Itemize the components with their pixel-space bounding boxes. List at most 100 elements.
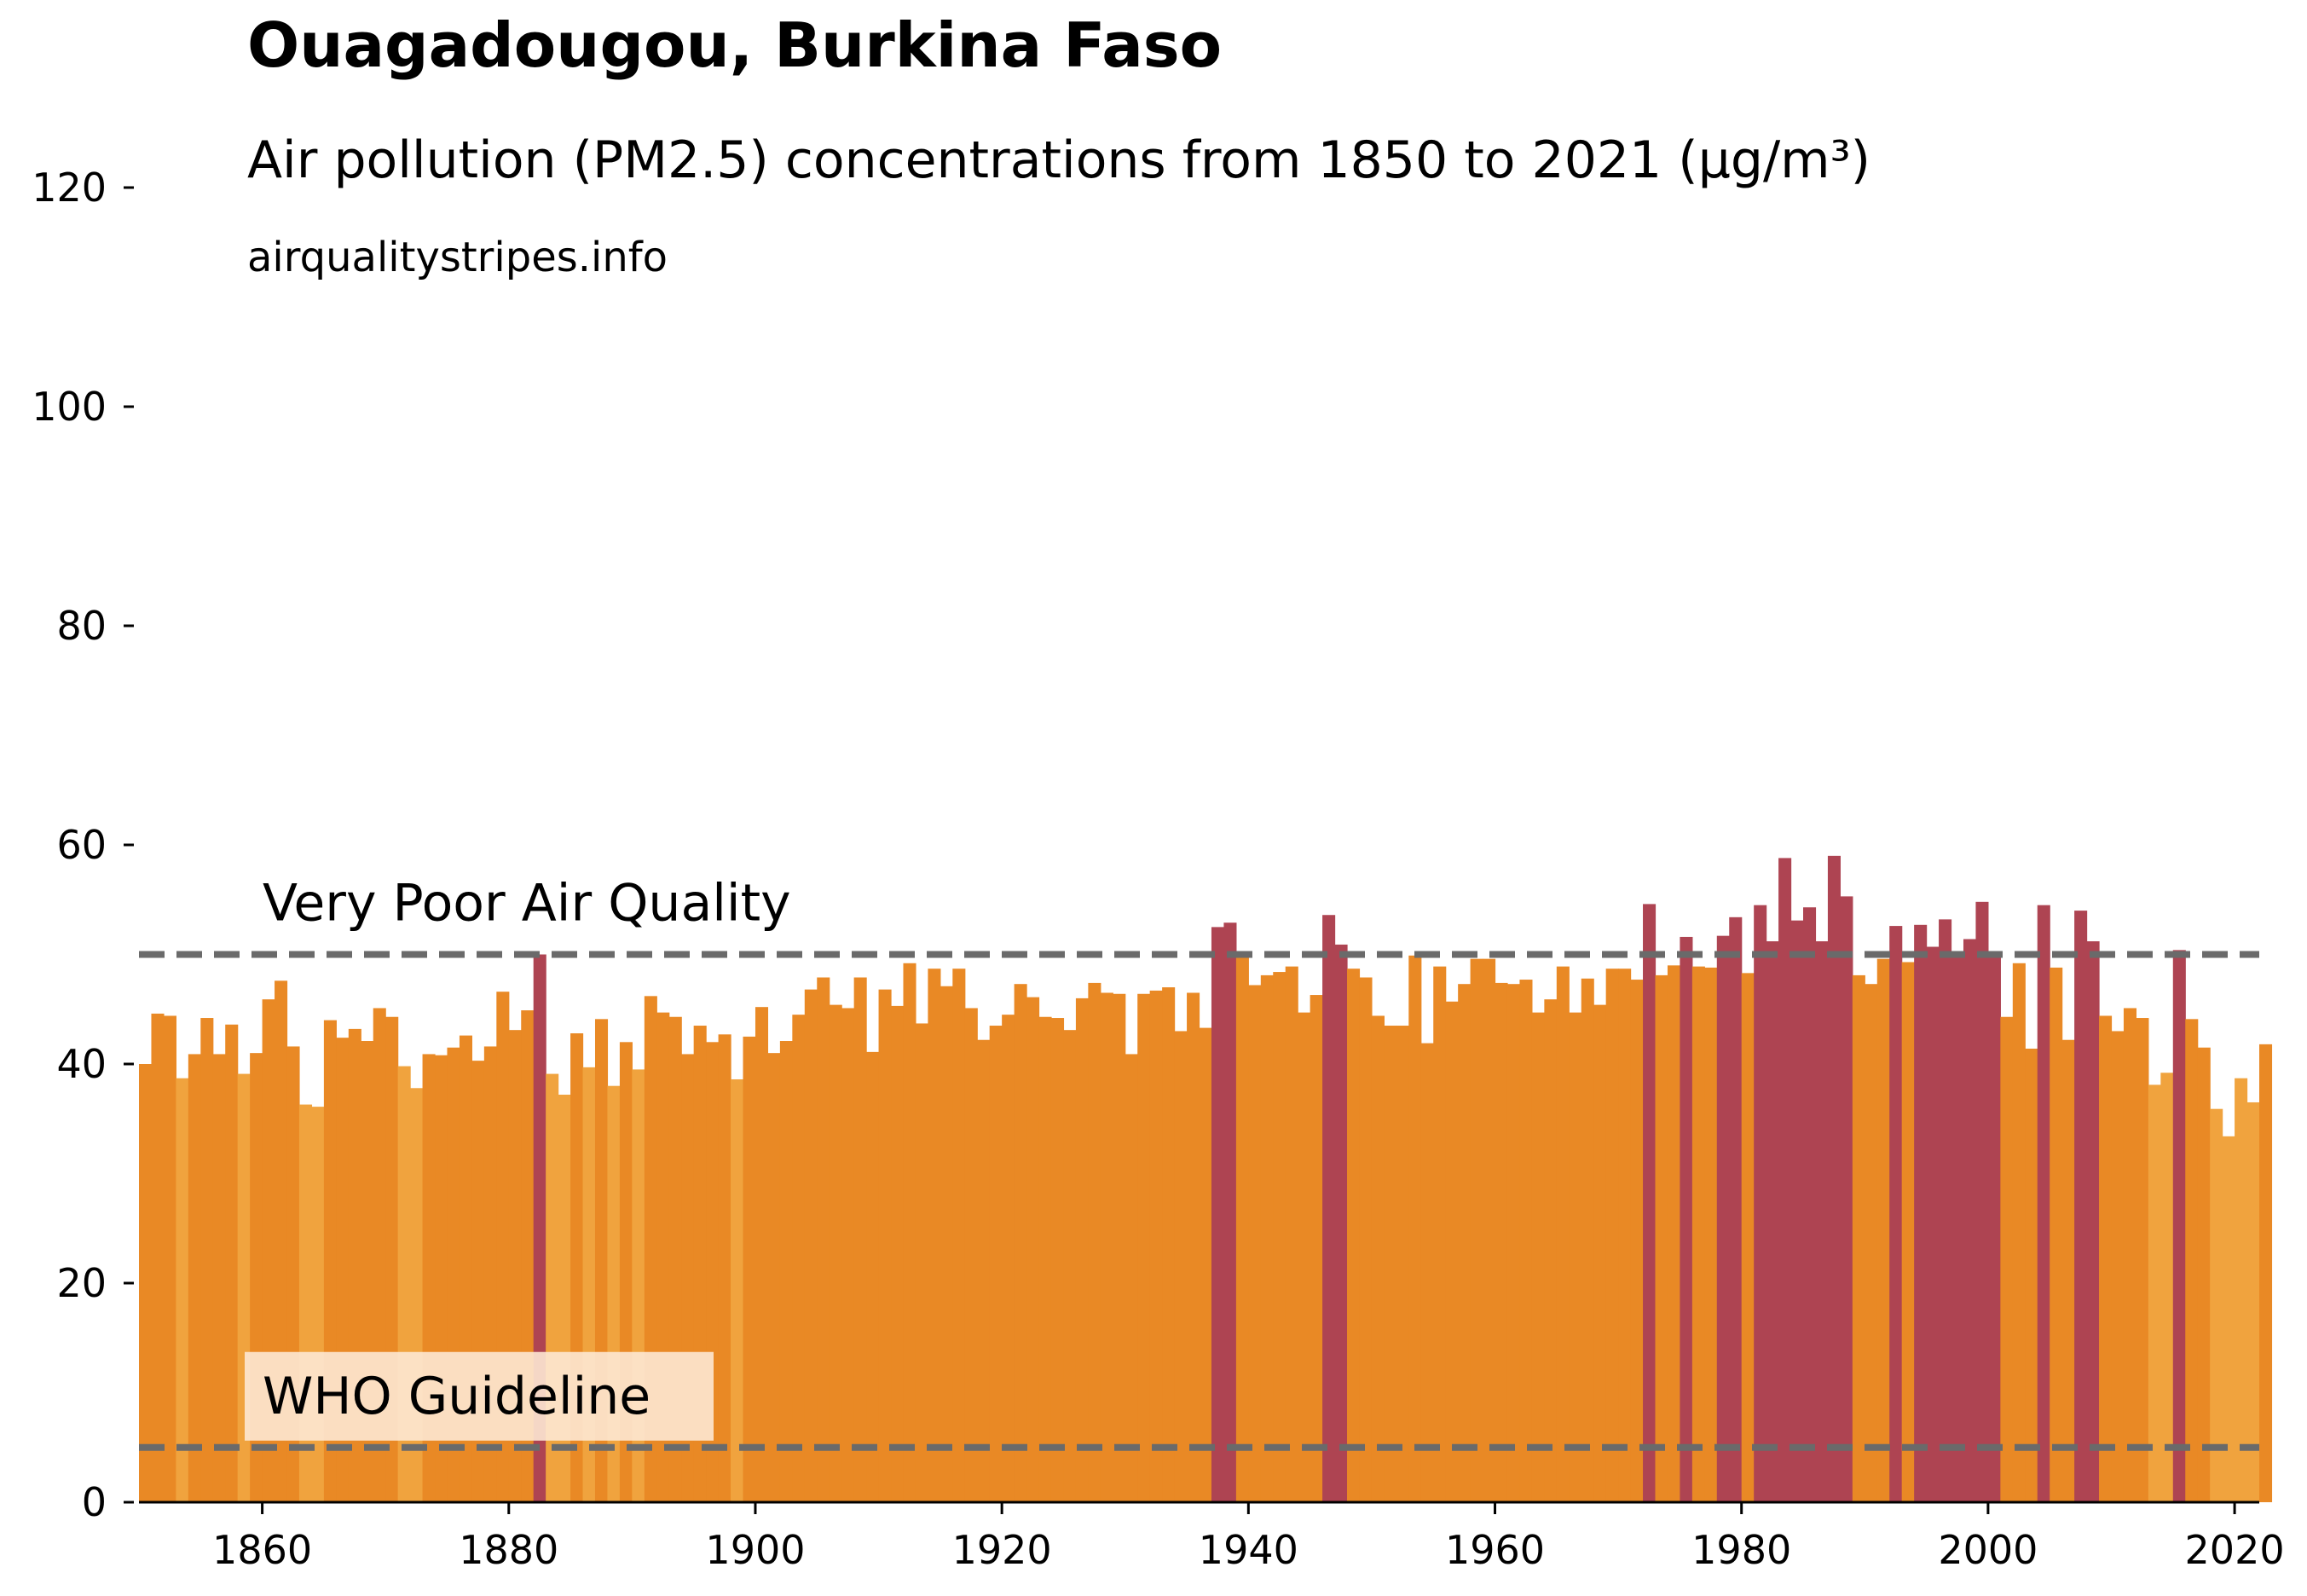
y-axis: 0 20 40 60 80 100 120 xyxy=(32,165,134,1525)
bar-1940 xyxy=(1248,985,1262,1502)
bar-1900 xyxy=(755,1007,769,1502)
bar-2006 xyxy=(2061,1039,2075,1502)
bar-1931 xyxy=(1137,993,1151,1502)
bar-2008 xyxy=(2086,941,2100,1502)
bar-2018 xyxy=(2210,1108,2223,1502)
y-tick-label-40: 40 xyxy=(56,1041,107,1087)
x-tick-label-2020: 2020 xyxy=(2185,1527,2285,1573)
bar-1898 xyxy=(731,1078,744,1502)
chart-title: Ouagadougou, Burkina Faso xyxy=(247,9,1222,81)
bar-1941 xyxy=(1260,974,1274,1502)
bar-1911 xyxy=(891,1005,905,1502)
bar-1901 xyxy=(767,1053,781,1502)
bar-1915 xyxy=(940,986,953,1502)
bar-1953 xyxy=(1408,955,1422,1502)
bar-2010 xyxy=(2111,1031,2125,1502)
bar-1903 xyxy=(792,1015,806,1502)
bar-1978 xyxy=(1716,935,1730,1502)
bar-2003 xyxy=(2025,1049,2038,1502)
bar-1927 xyxy=(1088,982,1101,1502)
who-guideline-label: WHO Guideline xyxy=(263,1367,650,1426)
bar-1917 xyxy=(964,1008,978,1502)
bar-1939 xyxy=(1235,955,1249,1502)
bar-1884 xyxy=(558,1094,571,1502)
bar-1972 xyxy=(1643,904,1657,1502)
bar-1942 xyxy=(1273,972,1286,1502)
bar-1999 xyxy=(1975,901,1989,1502)
x-tick-label-1920: 1920 xyxy=(952,1527,1052,1573)
bar-1992 xyxy=(1889,926,1903,1502)
bar-1929 xyxy=(1113,993,1126,1502)
bar-1974 xyxy=(1667,965,1681,1502)
bar-1925 xyxy=(1063,1030,1077,1502)
bar-1982 xyxy=(1766,941,1779,1502)
bar-1958 xyxy=(1470,958,1483,1502)
x-tick-label-1900: 1900 xyxy=(705,1527,805,1573)
bar-1971 xyxy=(1630,980,1644,1502)
bar-1909 xyxy=(866,1051,880,1502)
bar-1899 xyxy=(743,1036,756,1503)
bar-1914 xyxy=(928,969,941,1502)
bar-1930 xyxy=(1125,1054,1138,1502)
bar-1987 xyxy=(1827,855,1841,1502)
bar-1989 xyxy=(1852,974,1865,1502)
bar-1981 xyxy=(1754,905,1767,1502)
bar-1955 xyxy=(1433,966,1447,1502)
bar-1970 xyxy=(1618,969,1632,1502)
bar-1995 xyxy=(1926,946,1940,1502)
bar-1956 xyxy=(1445,1001,1459,1502)
bar-1922 xyxy=(1026,997,1040,1502)
bar-1988 xyxy=(1840,896,1853,1502)
bar-1902 xyxy=(779,1041,793,1502)
bar-1946 xyxy=(1322,915,1336,1502)
bar-1908 xyxy=(853,977,867,1502)
bar-1913 xyxy=(915,1023,928,1502)
bar-2002 xyxy=(2012,963,2026,1502)
bar-1985 xyxy=(1803,907,1817,1502)
bar-1853 xyxy=(176,1078,189,1502)
bar-1963 xyxy=(1531,1012,1545,1502)
x-tick-label-1960: 1960 xyxy=(1445,1527,1545,1573)
bar-1864 xyxy=(311,1107,325,1502)
bar-1968 xyxy=(1593,1004,1607,1502)
bar-1904 xyxy=(804,989,818,1502)
bar-1918 xyxy=(977,1039,991,1502)
bar-1907 xyxy=(841,1008,855,1502)
bar-1962 xyxy=(1519,980,1533,1502)
bar-1897 xyxy=(718,1034,731,1502)
x-tick-label-1880: 1880 xyxy=(459,1527,558,1573)
bar-1945 xyxy=(1310,995,1323,1502)
bar-1948 xyxy=(1347,969,1361,1502)
bar-1960 xyxy=(1495,982,1508,1502)
bar-1952 xyxy=(1396,1026,1409,1502)
bar-1857 xyxy=(225,1024,239,1502)
bar-2011 xyxy=(2123,1008,2137,1502)
bar-1979 xyxy=(1729,917,1743,1502)
bar-1975 xyxy=(1680,936,1693,1502)
bar-1967 xyxy=(1581,978,1594,1502)
bar-1998 xyxy=(1963,939,1977,1502)
bar-1935 xyxy=(1187,992,1200,1502)
bar-1933 xyxy=(1162,987,1176,1502)
bar-1984 xyxy=(1790,920,1804,1502)
chart-subtitle: Air pollution (PM2.5) concentrations fro… xyxy=(247,130,1870,190)
bar-2005 xyxy=(2050,967,2063,1502)
bar-1957 xyxy=(1458,984,1472,1502)
y-tick-label-0: 0 xyxy=(82,1479,107,1525)
bar-1966 xyxy=(1569,1012,1582,1502)
bar-1980 xyxy=(1741,973,1755,1502)
bar-1969 xyxy=(1605,969,1619,1502)
bar-1910 xyxy=(878,989,892,1502)
bar-1855 xyxy=(200,1018,214,1502)
bar-1959 xyxy=(1483,958,1496,1502)
bar-2012 xyxy=(2136,1018,2149,1502)
bar-1934 xyxy=(1174,1031,1188,1502)
bar-2022 xyxy=(2259,1044,2273,1502)
bar-1924 xyxy=(1050,1018,1065,1502)
bar-2013 xyxy=(2148,1084,2161,1502)
bar-2001 xyxy=(2000,1016,2014,1502)
bar-1996 xyxy=(1939,919,1952,1502)
bar-1863 xyxy=(298,1104,313,1502)
bar-1919 xyxy=(989,1026,1003,1502)
